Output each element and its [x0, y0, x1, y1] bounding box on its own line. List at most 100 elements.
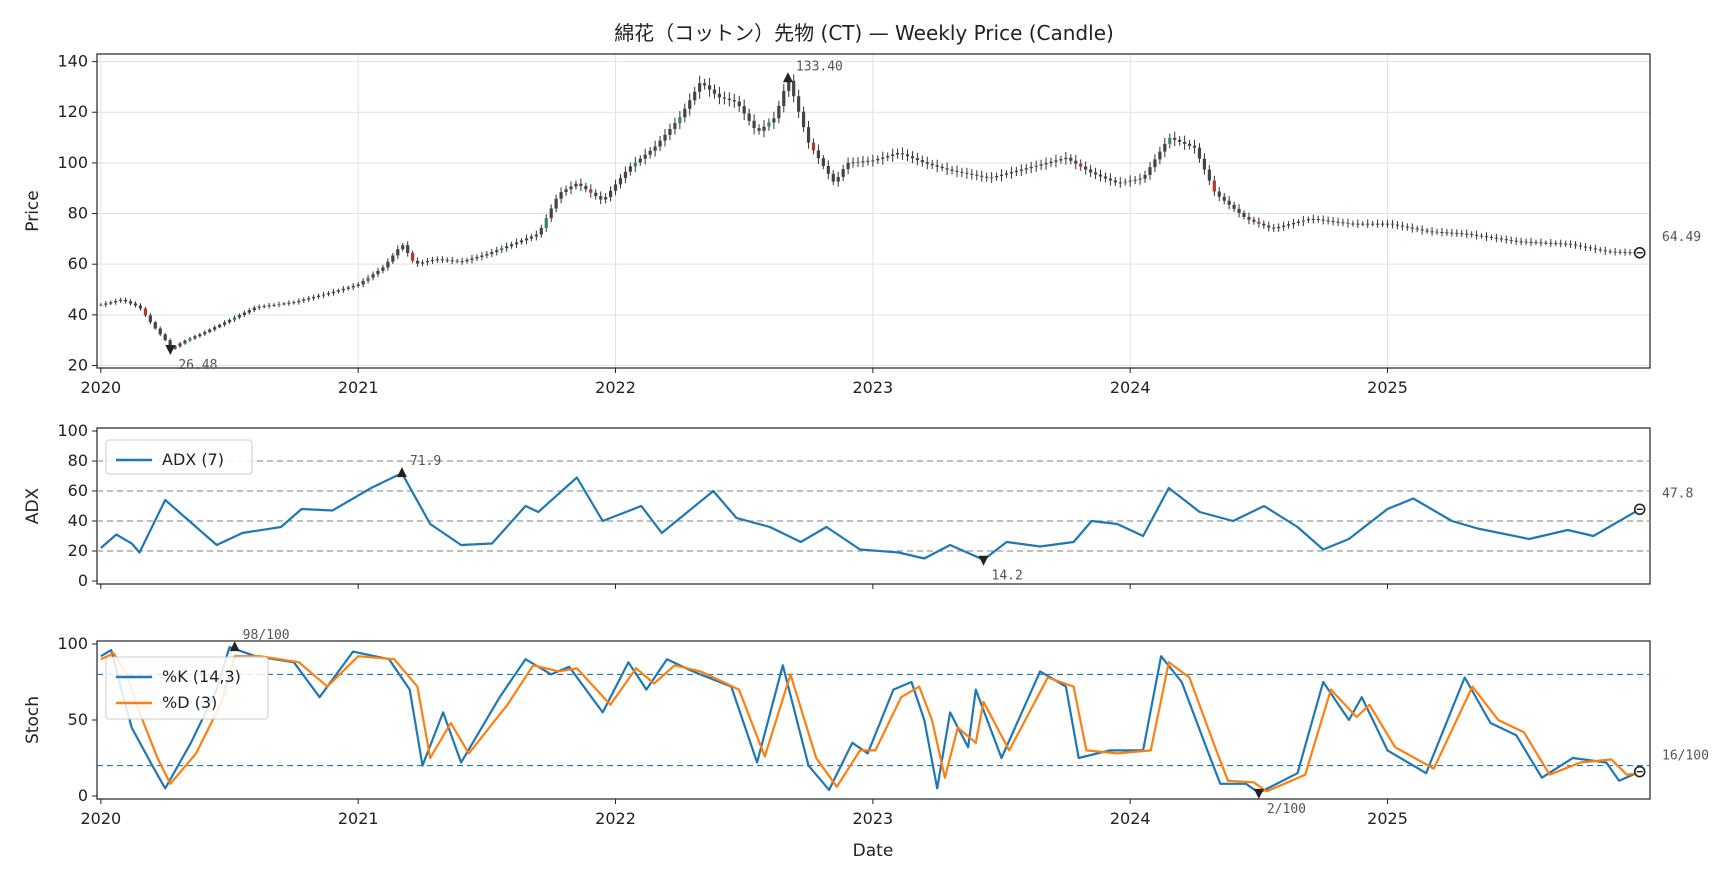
price-min-marker	[165, 345, 176, 356]
candle-body	[104, 303, 108, 305]
candle-body	[1425, 230, 1429, 232]
candle-body	[351, 285, 355, 288]
price-min-label: 26.48	[178, 358, 217, 373]
candle-body	[1544, 242, 1548, 244]
candle-body	[173, 346, 177, 349]
price-xtick-label: 2020	[81, 378, 122, 397]
candle-body	[787, 80, 791, 91]
candle-body	[851, 162, 855, 164]
candle-body	[1207, 169, 1211, 181]
candle-body	[985, 176, 989, 178]
candle-body	[222, 322, 227, 325]
adx-last-label: 47.8	[1662, 486, 1693, 501]
candle-body	[940, 166, 944, 169]
price-max-marker	[782, 72, 793, 83]
candle-body	[1440, 231, 1444, 233]
candle-body	[1306, 219, 1310, 221]
candle-body	[757, 128, 761, 131]
candle-body	[742, 106, 746, 114]
candle-body	[925, 162, 929, 164]
candle-body	[1286, 224, 1291, 226]
candle-body	[653, 146, 657, 151]
candle-body	[1227, 200, 1231, 205]
candle-body	[1029, 166, 1033, 169]
candle-body	[406, 245, 410, 253]
candle-body	[168, 340, 172, 349]
candle-body	[183, 340, 187, 344]
candle-body	[564, 189, 568, 193]
candle-body	[1183, 141, 1187, 144]
candle-body	[841, 169, 845, 177]
candle-body	[881, 157, 885, 159]
candle-body	[896, 153, 900, 155]
candle-body	[950, 169, 954, 171]
candle-body	[559, 192, 563, 199]
adx-legend-box	[105, 439, 253, 475]
adx-ytick-label: 40	[68, 511, 88, 530]
adx-panel-frame	[96, 427, 1651, 585]
stoch-legend-label: %D (3)	[162, 693, 217, 712]
candle-body	[1569, 243, 1573, 245]
candle-body	[227, 319, 232, 323]
stoch-ylabel: Stoch	[23, 696, 43, 744]
price-xtick-label: 2024	[1110, 378, 1151, 397]
candle-body	[1445, 232, 1449, 234]
candle-body	[861, 161, 865, 163]
candle-body	[633, 162, 637, 167]
candle-body	[475, 256, 479, 259]
candle-body	[579, 183, 583, 186]
candle-body	[1093, 172, 1098, 175]
candle-body	[514, 242, 519, 245]
candle-body	[1123, 181, 1127, 183]
candle-body	[717, 93, 722, 98]
candle-body	[1158, 151, 1162, 160]
candle-body	[712, 89, 717, 94]
candle-body	[683, 108, 687, 118]
adx-ytick-label: 0	[78, 571, 88, 590]
price-xtick-label: 2025	[1367, 378, 1408, 397]
stoch-min-label: 2/100	[1267, 802, 1306, 817]
candle-body	[455, 260, 459, 262]
candle-body	[411, 252, 415, 261]
candle-body	[1252, 219, 1256, 222]
candle-body	[1390, 223, 1395, 225]
candle-body	[188, 338, 192, 341]
candle-body	[529, 236, 533, 239]
candle-body	[1608, 251, 1612, 253]
candle-body	[930, 163, 934, 166]
candle-body	[999, 174, 1004, 177]
candle-body	[1257, 221, 1261, 224]
candle-body	[663, 134, 667, 141]
candle-body	[1212, 180, 1216, 192]
candle-body	[1376, 223, 1380, 225]
price-panel-frame	[96, 53, 1651, 369]
candle-body	[440, 259, 444, 261]
candle-body	[1573, 244, 1578, 246]
candle-body	[396, 249, 400, 256]
stoch-max-marker	[229, 641, 240, 652]
candle-body	[203, 332, 207, 335]
candle-body	[623, 171, 628, 179]
stoch-xtick-label: 2022	[595, 809, 636, 828]
price-ytick-label: 100	[57, 153, 88, 172]
candle-body	[391, 255, 395, 262]
candle-body	[1430, 231, 1434, 233]
candle-body	[247, 310, 251, 313]
candle-body	[1346, 222, 1350, 224]
candle-body	[1455, 232, 1459, 234]
candle-body	[990, 177, 994, 179]
price-ylabel: Price	[23, 190, 43, 231]
candle-body	[1618, 251, 1622, 253]
candle-body	[1484, 236, 1489, 238]
candle-body	[1583, 246, 1588, 248]
candle-body	[668, 128, 672, 135]
candle-body	[994, 176, 999, 178]
candle-body	[99, 304, 103, 306]
candle-body	[1420, 229, 1424, 231]
candle-body	[846, 162, 850, 170]
price-xtick-label: 2021	[338, 378, 379, 397]
candle-body	[1539, 242, 1543, 244]
candle-body	[297, 300, 301, 303]
candle-body	[1237, 208, 1241, 213]
candle-body	[510, 244, 514, 247]
